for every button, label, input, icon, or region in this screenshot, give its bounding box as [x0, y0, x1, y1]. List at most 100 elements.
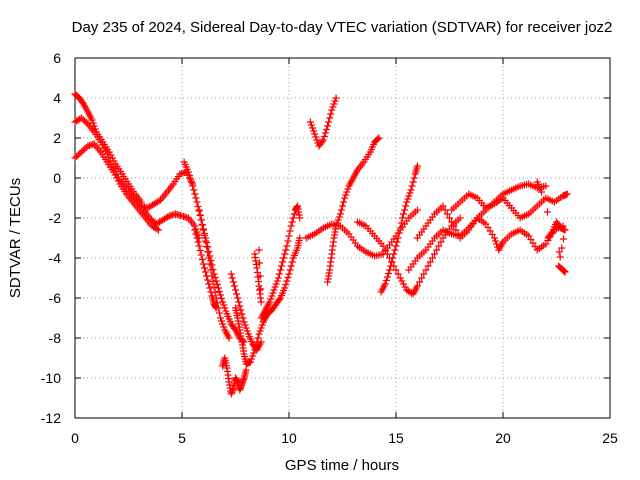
data-point [184, 168, 192, 176]
data-point [257, 324, 265, 332]
data-point [422, 266, 430, 274]
y-tick-label: -2 [49, 210, 62, 226]
data-point [258, 321, 266, 329]
data-point [252, 342, 260, 350]
data-point [98, 141, 106, 149]
data-point [276, 266, 284, 274]
data-point [110, 164, 118, 172]
series-track-16-20h-A [405, 180, 550, 274]
data-point [206, 284, 214, 292]
data-point [79, 147, 87, 154]
data-point [328, 106, 336, 114]
data-point [197, 251, 205, 259]
y-tick-label: 4 [53, 90, 61, 106]
data-point [81, 117, 89, 125]
data-point [439, 202, 447, 210]
data-point [195, 206, 203, 214]
data-point [111, 167, 119, 175]
data-point [202, 268, 210, 276]
data-point [196, 211, 204, 219]
data-point [284, 237, 292, 245]
data-point [283, 277, 291, 285]
data-point [410, 174, 418, 182]
data-point [289, 214, 297, 222]
data-point [77, 148, 85, 156]
data-point [344, 185, 352, 193]
data-point [379, 242, 387, 250]
data-point [561, 268, 569, 276]
data-point [190, 186, 198, 194]
y-tick-label: -4 [49, 250, 62, 266]
data-point [197, 216, 205, 224]
data-point [313, 136, 321, 144]
data-point [326, 114, 334, 122]
data-point [319, 136, 327, 144]
data-point [397, 219, 405, 227]
data-point [196, 247, 204, 254]
data-point [219, 298, 227, 306]
data-point [205, 280, 213, 288]
data-point [192, 194, 200, 202]
data-point [209, 278, 217, 285]
data-point [310, 127, 318, 135]
data-point [76, 150, 84, 157]
data-point [198, 256, 206, 263]
data-point [105, 154, 113, 161]
x-tick-label: 15 [388, 430, 404, 446]
data-point [318, 138, 326, 145]
data-point [228, 274, 236, 282]
data-point [287, 222, 295, 230]
data-point [307, 121, 315, 129]
data-point [249, 352, 257, 360]
data-point [113, 170, 121, 178]
data-point [558, 244, 566, 252]
data-point [88, 116, 96, 124]
data-point [191, 226, 199, 234]
data-point [250, 349, 258, 357]
data-point [241, 321, 249, 329]
data-point [203, 272, 211, 280]
y-tick-label: -12 [41, 410, 61, 426]
y-axis-label: SDTVAR / TECUs [7, 178, 24, 298]
data-point [194, 238, 202, 246]
data-point [210, 283, 218, 291]
data-point [235, 298, 243, 306]
data-point [375, 134, 383, 142]
series-recovery-track [257, 202, 304, 322]
data-point [490, 234, 498, 242]
data-point [189, 182, 197, 190]
series-rise-track-15h [377, 162, 421, 296]
data-point [255, 330, 263, 338]
data-point [288, 258, 296, 266]
data-point [275, 270, 283, 278]
data-point [192, 230, 200, 238]
data-point [327, 110, 335, 118]
data-point [396, 274, 404, 282]
data-point [246, 358, 254, 366]
data-point [381, 246, 389, 254]
data-point [398, 214, 406, 222]
data-point [106, 157, 114, 165]
series-dip-track-B [195, 206, 233, 342]
data-point [336, 210, 344, 218]
series-dip-track-D [227, 270, 265, 354]
y-tick-label: -8 [49, 330, 62, 346]
data-point [409, 178, 417, 186]
series-tail-cluster [533, 178, 569, 276]
data-point [218, 317, 226, 325]
data-point [325, 118, 333, 126]
data-point [82, 119, 90, 126]
series-track-2-5h [125, 168, 197, 212]
data-point [248, 355, 256, 363]
series-deep-dip-2 [232, 234, 304, 368]
y-tick-label: -6 [49, 290, 62, 306]
data-point [386, 266, 394, 274]
data-point [549, 228, 557, 236]
data-point [385, 270, 393, 277]
data-point [533, 178, 541, 186]
data-point [407, 186, 415, 194]
data-point [195, 242, 203, 250]
data-point [450, 222, 458, 230]
data-point [225, 334, 233, 342]
